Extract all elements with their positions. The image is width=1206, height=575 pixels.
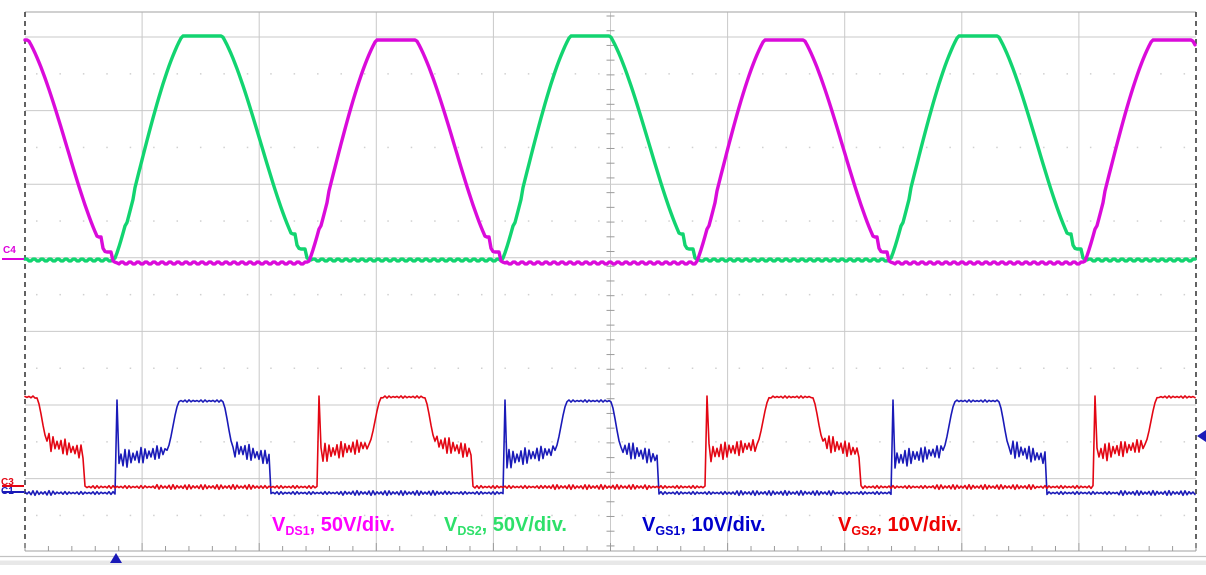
trigger-level-marker [1197, 430, 1206, 442]
trace-v_gs1 [24, 399, 1196, 497]
legend-item-vds1: VDS1, 50V/div. [272, 514, 395, 538]
channel-marker-c4: C4 [3, 245, 16, 256]
trigger-time-marker [110, 553, 122, 563]
legend-subscript: GS1 [655, 524, 681, 538]
legend-scale: , 10V/div. [876, 514, 962, 536]
legend-label: V [838, 514, 852, 536]
legend-label: V [642, 514, 656, 536]
channel-marker-c3: C3 [1, 477, 14, 488]
legend-subscript: DS2 [457, 524, 482, 538]
legend-subscript: DS1 [285, 524, 310, 538]
legend-scale: , 50V/div. [309, 514, 395, 536]
legend-item-vds2: VDS2, 50V/div. [444, 514, 567, 538]
trace-v_gs2 [24, 395, 1196, 491]
legend-label: V [444, 514, 458, 536]
legend-label: V [272, 514, 286, 536]
trace-v_ds1 [23, 38, 1197, 266]
legend-item-vgs2: VGS2, 10V/div. [838, 514, 962, 538]
trace-v_ds2 [23, 34, 1197, 263]
graticule-grid [0, 11, 1206, 558]
legend-scale: , 10V/div. [680, 514, 766, 536]
bottom-margin-band [0, 560, 1206, 565]
legend-subscript: GS2 [851, 524, 877, 538]
legend-item-vgs1: VGS1, 10V/div. [642, 514, 766, 538]
channel-marker-c1: C1 [1, 486, 14, 497]
legend-scale: , 50V/div. [481, 514, 567, 536]
